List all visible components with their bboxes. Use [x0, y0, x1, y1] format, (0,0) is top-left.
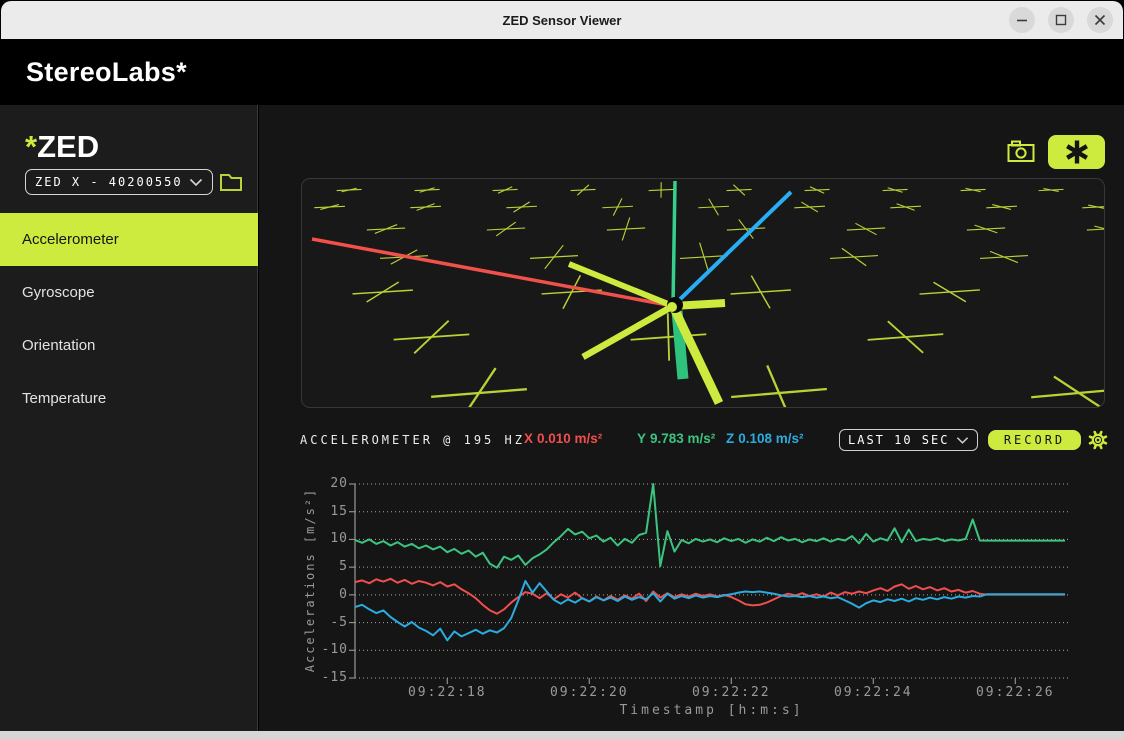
x-tick-label: 09:22:20: [529, 685, 649, 700]
sensor-rate-label: ACCELEROMETER @ 195 HZ: [300, 433, 525, 447]
window-title: ZED Sensor Viewer: [1, 1, 1123, 39]
y-tick-label: 10: [300, 531, 348, 546]
x-tick-label: 09:22:26: [955, 685, 1075, 700]
close-icon: [1094, 14, 1106, 26]
time-range-value: LAST 10 SEC: [848, 433, 956, 447]
accel-x-value: X 0.010 m/s²: [524, 431, 602, 446]
y-tick-label: -15: [300, 670, 348, 685]
chart-x-axis-label: Timestamp [h:m:s]: [355, 703, 1068, 718]
stereolabs-logo: StereoLabs*: [26, 39, 187, 105]
accel-y-value: Y 9.783 m/s²: [637, 431, 715, 446]
sidebar-item-label: Orientation: [22, 337, 95, 354]
axis-letter: Y: [637, 431, 646, 446]
y-tick-label: -10: [300, 642, 348, 657]
series-line-y: [355, 484, 1065, 568]
time-range-select[interactable]: LAST 10 SEC: [839, 429, 978, 451]
screenshot-button[interactable]: [1006, 138, 1036, 166]
x-tick-label: 09:22:18: [387, 685, 507, 700]
zed-title: *ZED: [25, 129, 99, 165]
minimize-button[interactable]: [1009, 7, 1035, 33]
acceleration-chart: Accelerations [m/s²] Timestamp [h:m:s] 2…: [300, 470, 1110, 725]
y-axis-line: [673, 181, 675, 306]
chart-y-axis-label: Accelerations [m/s²]: [303, 430, 317, 730]
y-tick-label: 0: [300, 587, 348, 602]
close-button[interactable]: [1087, 7, 1113, 33]
z-axis-line: [673, 192, 791, 306]
x-tick-label: 09:22:24: [813, 685, 933, 700]
sidebar-item-label: Temperature: [22, 390, 106, 407]
y-tick-label: 20: [300, 476, 348, 491]
axis-letter: Z: [726, 431, 734, 446]
axis-value: 0.108 m/s²: [738, 431, 803, 446]
window-controls: [1009, 7, 1113, 33]
window-bottom-edge: [0, 731, 1124, 739]
gravity-vector-segment: [569, 264, 673, 306]
axis-value: 0.010 m/s²: [537, 431, 602, 446]
sidebar-item-temperature[interactable]: Temperature: [0, 372, 258, 425]
minimize-icon: [1016, 14, 1028, 26]
titlebar: ZED Sensor Viewer: [1, 1, 1123, 39]
y-tick-label: 5: [300, 559, 348, 574]
gear-icon: [1087, 429, 1109, 451]
origin-hub-center: [667, 302, 677, 312]
x-axis-line: [312, 239, 673, 306]
axis-letter: X: [524, 431, 533, 446]
sidebar-item-gyroscope[interactable]: Gyroscope: [0, 266, 258, 319]
stereolabs-logo-text: StereoLabs: [26, 57, 176, 87]
record-button[interactable]: RECORD: [988, 430, 1081, 450]
sidebar-item-accelerometer[interactable]: Accelerometer: [0, 213, 258, 266]
zed-title-star: *: [25, 129, 37, 164]
gravity-vector-segment: [583, 306, 673, 357]
camera-select[interactable]: ZED X - 40200550: [25, 169, 213, 195]
asterisk-icon: [1064, 139, 1090, 165]
open-file-button[interactable]: [219, 171, 243, 193]
axis-value: 9.783 m/s²: [650, 431, 715, 446]
chevron-down-icon: [956, 436, 969, 445]
x-tick-label: 09:22:22: [671, 685, 791, 700]
y-tick-label: 15: [300, 504, 348, 519]
chevron-down-icon: [189, 178, 203, 187]
sidebar-item-orientation[interactable]: Orientation: [0, 319, 258, 372]
sidebar-item-label: Accelerometer: [22, 231, 119, 248]
maximize-button[interactable]: [1048, 7, 1074, 33]
folder-icon: [219, 171, 243, 193]
sidebar-item-label: Gyroscope: [22, 284, 95, 301]
main-panel: ACCELEROMETER @ 195 HZ X 0.010 m/s² Y 9.78…: [259, 105, 1124, 731]
zed-sensor-viewer-window: ZED Sensor Viewer StereoLabs* *ZED ZED X…: [0, 0, 1124, 739]
maximize-icon: [1055, 14, 1067, 26]
y-tick-label: -5: [300, 615, 348, 630]
camera-select-value: ZED X - 40200550: [35, 175, 189, 189]
zed-title-text: ZED: [37, 129, 99, 164]
stereolabs-logo-star: *: [176, 57, 187, 87]
sensor-menu: Accelerometer Gyroscope Orientation Temp…: [0, 213, 258, 425]
3d-viewport[interactable]: [301, 178, 1105, 408]
accel-z-value: Z 0.108 m/s²: [726, 431, 804, 446]
settings-button[interactable]: [1087, 429, 1109, 451]
zed-tools-button[interactable]: [1048, 135, 1105, 169]
camera-icon: [1007, 139, 1035, 163]
sidebar: *ZED ZED X - 40200550 Accelerometer Gyro…: [0, 105, 258, 731]
app-header: StereoLabs*: [1, 39, 1123, 105]
